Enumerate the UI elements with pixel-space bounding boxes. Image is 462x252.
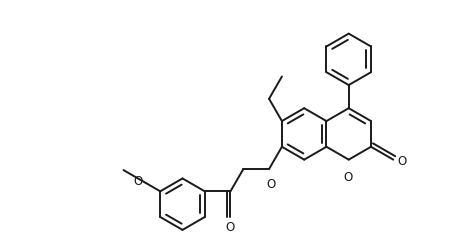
Text: O: O bbox=[134, 175, 143, 188]
Text: O: O bbox=[343, 171, 353, 183]
Text: O: O bbox=[267, 178, 276, 191]
Text: O: O bbox=[225, 221, 234, 234]
Text: O: O bbox=[397, 155, 407, 168]
